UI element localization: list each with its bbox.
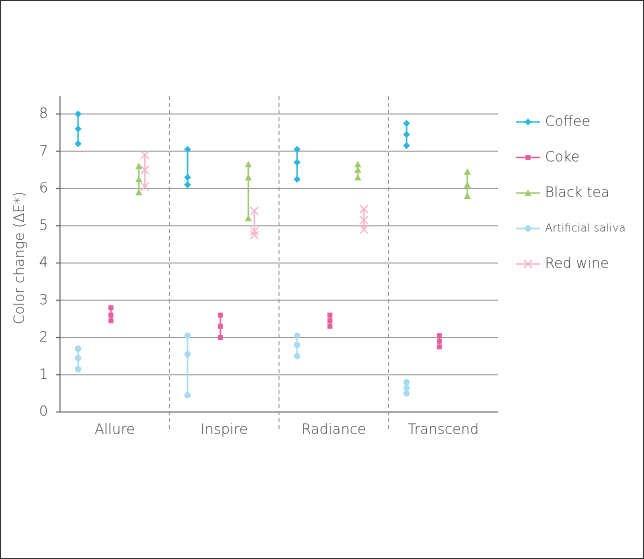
y-tick-label: 1: [39, 367, 48, 383]
data-point: [217, 312, 223, 318]
data-point: [184, 145, 192, 153]
data-point: [108, 312, 114, 318]
data-point: [74, 365, 82, 373]
y-tick-label: 7: [39, 143, 48, 159]
data-point: [74, 345, 82, 352]
data-point: [108, 305, 114, 311]
data-point: [293, 352, 301, 360]
data-point: [293, 175, 301, 183]
y-axis-label: Color change (ΔE*): [12, 192, 28, 325]
data-point: [135, 162, 143, 170]
data-point: [463, 192, 471, 199]
legend-label: Coke: [545, 150, 580, 166]
data-point: [217, 323, 223, 329]
x-tick-label: Radiance: [301, 422, 366, 438]
data-point: [436, 338, 442, 344]
y-tick-label: 8: [39, 106, 48, 122]
y-tick-label: 3: [39, 292, 48, 308]
data-point: [244, 214, 252, 222]
data-point: [403, 384, 410, 391]
data-point: [359, 225, 369, 234]
data-point: [403, 142, 411, 150]
legend-label: Black tea: [545, 185, 610, 201]
data-point: [140, 165, 150, 175]
data-point: [403, 130, 411, 138]
data-point: [293, 158, 301, 166]
data-point: [403, 379, 410, 386]
legend-label: Artificial saliva: [545, 222, 626, 235]
data-point: [217, 335, 223, 340]
y-tick-label: 4: [39, 255, 48, 271]
data-point: [463, 181, 471, 188]
y-tick-label: 2: [39, 330, 48, 346]
data-point: [108, 318, 114, 324]
data-point: [135, 175, 143, 183]
data-point: [436, 344, 442, 350]
legend-label: Coffee: [545, 114, 590, 130]
data-point: [354, 173, 362, 181]
data-point: [135, 188, 143, 196]
data-point: [184, 351, 191, 358]
x-tick-label: Inspire: [201, 422, 248, 438]
data-point: [74, 140, 82, 148]
data-point: [403, 119, 411, 127]
legend-marker: [523, 259, 533, 269]
data-point: [293, 332, 301, 339]
data-point: [403, 390, 410, 397]
data-point: [184, 392, 191, 399]
data-point: [249, 226, 259, 236]
data-point: [327, 323, 333, 329]
data-point: [359, 215, 369, 225]
y-tick-label: 6: [39, 181, 48, 197]
data-point: [436, 333, 442, 339]
data-point: [354, 166, 362, 173]
data-point: [184, 181, 192, 189]
data-point: [359, 204, 369, 214]
legend-label: Red wine: [545, 256, 609, 272]
legend-marker: [524, 118, 532, 126]
data-point: [140, 182, 150, 192]
data-point: [244, 160, 252, 168]
x-tick-label: Allure: [95, 422, 135, 438]
data-point: [140, 150, 150, 160]
legend-marker: [524, 189, 532, 196]
y-tick-label: 5: [39, 218, 48, 234]
data-point: [74, 354, 82, 362]
data-point: [293, 145, 301, 153]
data-point: [184, 173, 192, 181]
data-point: [244, 173, 252, 181]
data-point: [354, 160, 362, 168]
data-point: [293, 341, 301, 349]
data-point: [249, 230, 259, 240]
legend-marker: [525, 155, 531, 160]
data-point: [249, 206, 259, 216]
data-point: [327, 318, 333, 324]
data-point: [74, 110, 82, 118]
data-point: [327, 312, 333, 318]
legend-marker: [524, 225, 532, 232]
data-point: [463, 168, 471, 175]
data-point: [74, 125, 82, 133]
x-tick-label: Transcend: [408, 422, 479, 438]
data-point: [184, 332, 191, 339]
y-tick-label: 0: [39, 404, 48, 420]
